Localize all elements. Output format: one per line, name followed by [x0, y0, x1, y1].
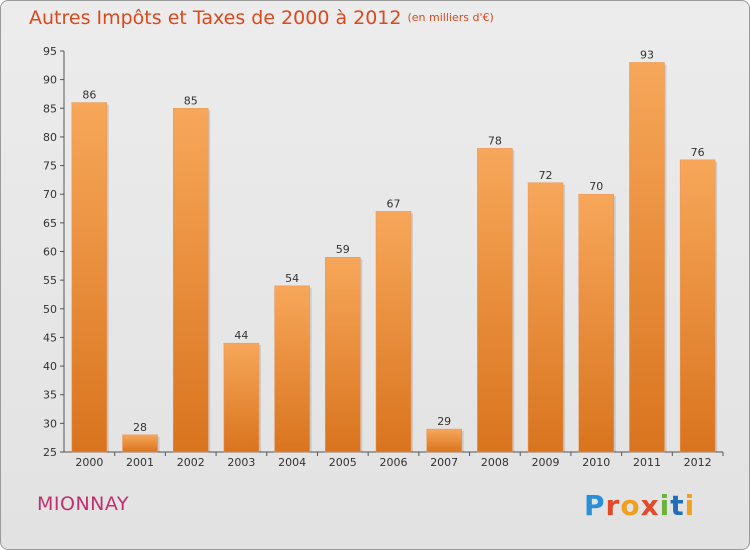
- bar-2000[interactable]: [71, 102, 108, 453]
- x-tick-label: 2000: [75, 456, 103, 469]
- bar-2002[interactable]: [172, 108, 209, 453]
- x-tick-label: 2005: [329, 456, 357, 469]
- chart-title-text: Autres Impôts et Taxes de 2000 à 2012: [29, 7, 402, 29]
- x-tick-label: 2003: [227, 456, 255, 469]
- y-tick-label: 25: [43, 446, 57, 459]
- x-axis: 2000 2001 2002 2003 2004 2005 2006 2007 2008 2009…: [64, 451, 724, 469]
- value-label-2011: 93: [640, 48, 654, 61]
- value-label-2009: 72: [539, 169, 553, 182]
- x-tick-label: 2001: [126, 456, 154, 469]
- x-tick-label: 2012: [684, 456, 712, 469]
- value-label-2010: 70: [589, 180, 603, 193]
- y-tick-label: 40: [43, 360, 57, 373]
- bar-2004[interactable]: [274, 285, 310, 453]
- x-tick-label: 2008: [481, 456, 509, 469]
- bar-2006[interactable]: [375, 211, 412, 453]
- value-label-2012: 76: [691, 146, 705, 159]
- value-label-2003: 44: [234, 329, 248, 342]
- proxiti-logo[interactable]: Proxiti: [584, 489, 696, 522]
- value-label-2006: 67: [387, 197, 401, 210]
- y-tick-label: 55: [43, 274, 57, 287]
- chart-unit: (en milliers d'€): [407, 11, 494, 24]
- y-tick-label: 65: [43, 217, 57, 230]
- x-tick-label: 2009: [532, 456, 560, 469]
- bar-2008[interactable]: [477, 148, 513, 453]
- y-tick-label: 70: [43, 188, 57, 201]
- bar-2012[interactable]: [679, 159, 716, 453]
- y-tick-label: 75: [43, 160, 57, 173]
- bar-2001[interactable]: [122, 434, 158, 453]
- x-tick-label: 2007: [430, 456, 458, 469]
- bar-2009[interactable]: [527, 182, 564, 453]
- y-tick-label: 80: [43, 131, 57, 144]
- value-label-2001: 28: [133, 421, 147, 434]
- value-labels: 86 28 85 44 54 59 67 29 78 72 70 93 76: [82, 48, 704, 433]
- y-tick-label: 60: [43, 246, 57, 259]
- bar-2003[interactable]: [223, 342, 260, 453]
- bar-2005[interactable]: [325, 256, 361, 453]
- value-label-2004: 54: [285, 272, 299, 285]
- x-tick-label: 2006: [380, 456, 408, 469]
- place-name: MIONNAY: [37, 493, 130, 515]
- bar-2007[interactable]: [426, 428, 462, 453]
- value-label-2005: 59: [336, 243, 350, 256]
- value-label-2007: 29: [437, 415, 451, 428]
- x-tick-label: 2011: [633, 456, 661, 469]
- bar-2010[interactable]: [578, 193, 615, 453]
- y-tick-label: 95: [43, 45, 57, 58]
- y-tick-label: 45: [43, 331, 57, 344]
- bars: [71, 62, 718, 453]
- bar-2011[interactable]: [629, 62, 665, 453]
- y-tick-label: 50: [43, 303, 57, 316]
- y-tick-label: 30: [43, 417, 57, 430]
- y-tick-label: 90: [43, 74, 57, 87]
- value-label-2000: 86: [82, 89, 96, 102]
- x-tick-label: 2002: [177, 456, 205, 469]
- value-label-2002: 85: [184, 94, 198, 107]
- y-axis: 25 30 35 40 45 50 55 60 65 70 75 80 85 90 95: [43, 45, 65, 459]
- value-label-2008: 78: [488, 134, 502, 147]
- chart-title: Autres Impôts et Taxes de 2000 à 2012 (en…: [29, 7, 494, 29]
- x-tick-label: 2010: [582, 456, 610, 469]
- x-tick-label: 2004: [278, 456, 306, 469]
- y-tick-label: 35: [43, 389, 57, 402]
- y-tick-label: 85: [43, 102, 57, 115]
